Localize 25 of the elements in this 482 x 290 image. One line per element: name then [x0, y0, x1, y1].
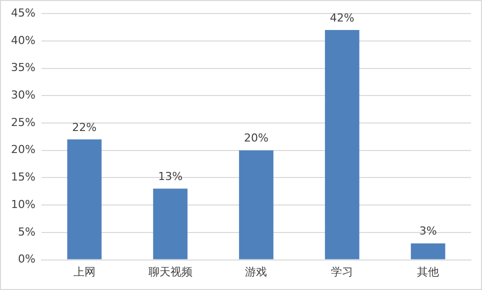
bar: [239, 150, 274, 260]
y-tick-label: 25%: [10, 116, 36, 129]
x-tick-label: 游戏: [245, 265, 268, 278]
data-label: 3%: [419, 224, 437, 238]
data-label: 20%: [244, 132, 268, 145]
bar: [67, 139, 102, 260]
x-tick-label: 其他: [417, 265, 440, 278]
y-tick-label: 10%: [10, 198, 36, 211]
y-tick-label: 15%: [10, 170, 36, 184]
data-label: 22%: [72, 120, 97, 134]
bar: [410, 243, 446, 260]
y-tick-label: 5%: [18, 225, 36, 238]
y-tick-label: 40%: [10, 34, 36, 47]
data-label: 13%: [158, 170, 183, 184]
data-label: 42%: [330, 11, 354, 24]
x-tick-label: 上网: [73, 265, 96, 278]
bar: [153, 188, 188, 260]
y-tick-label: 20%: [10, 143, 36, 156]
y-tick-label: 30%: [10, 88, 36, 102]
x-tick-label: 学习: [331, 265, 354, 278]
y-tick-label: 45%: [10, 6, 36, 20]
y-tick-label: 35%: [10, 61, 36, 74]
y-tick-label: 0%: [18, 252, 36, 266]
bar: [324, 30, 360, 260]
x-tick-label: 聊天视频: [148, 265, 192, 278]
